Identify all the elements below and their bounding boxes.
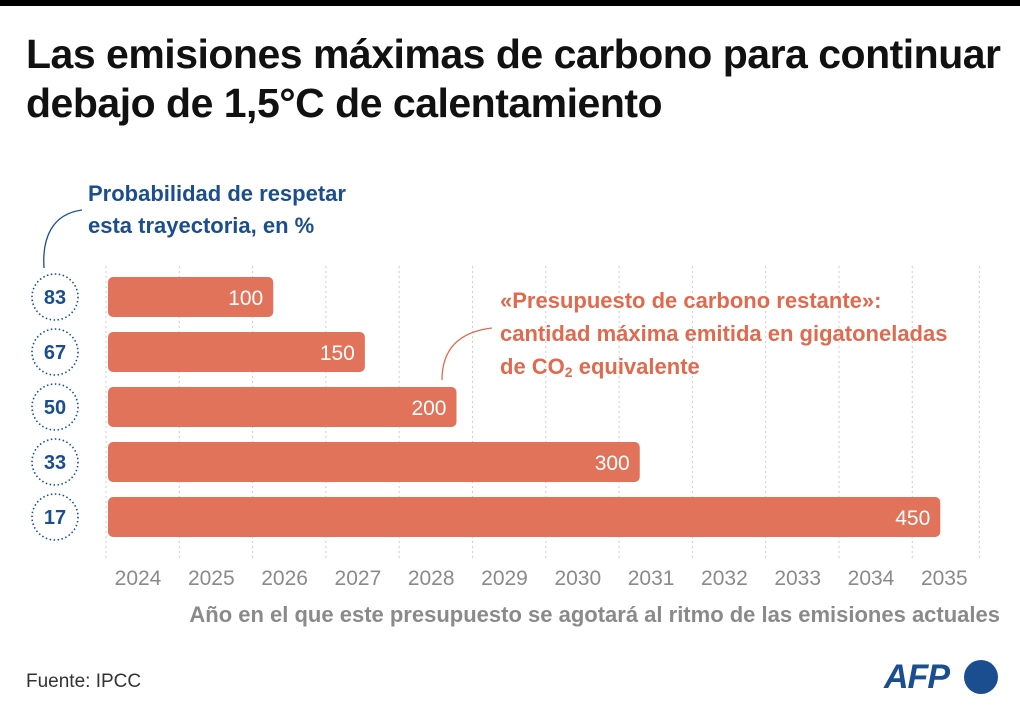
source-note: Fuente: IPCC [26, 671, 142, 692]
afp-logo-dot-icon [964, 660, 998, 694]
x-tick-2033: 2033 [774, 567, 821, 590]
bar-value-labels: 100 150 200 300 450 [228, 287, 930, 530]
budget-label-text: «Presupuesto de carbono restante»: canti… [500, 288, 948, 379]
budget-label-subscript: 2 [564, 364, 573, 380]
x-tick-2030: 2030 [554, 567, 601, 590]
probability-value-67: 67 [44, 342, 66, 364]
bar-67 [108, 332, 365, 372]
budget-label-suffix: equivalente [572, 354, 700, 379]
chart-title: Las emisiones máximas de carbono para co… [26, 31, 1001, 126]
probability-callout-line [43, 209, 83, 269]
bars [108, 277, 941, 537]
probability-value-17: 17 [44, 507, 66, 529]
x-tick-2027: 2027 [335, 567, 382, 590]
probability-label: Probabilidad de respetar esta trayectori… [88, 181, 346, 238]
x-tick-2035: 2035 [921, 567, 968, 590]
bar-value-label-17: 450 [895, 507, 930, 530]
budget-label: «Presupuesto de carbono restante»: canti… [500, 284, 970, 383]
bar-17 [108, 497, 941, 537]
probability-badge-83 [31, 273, 79, 321]
afp-logo: AFP [884, 657, 1000, 697]
probability-badge-33 [31, 438, 79, 486]
x-tick-2026: 2026 [261, 567, 308, 590]
top-bar [0, 0, 1020, 6]
x-tick-2032: 2032 [701, 567, 748, 590]
probability-value-33: 33 [44, 452, 66, 474]
budget-callout-line [441, 327, 493, 381]
probability-badge-67 [31, 328, 79, 376]
x-axis-label: Año en el que este presupuesto se agotar… [189, 602, 1000, 627]
bar-83 [108, 277, 274, 317]
x-tick-2034: 2034 [848, 567, 895, 590]
probability-badge-17 [31, 493, 79, 541]
x-tick-2024: 2024 [115, 567, 162, 590]
afp-logo-text: AFP [884, 658, 950, 696]
probability-value-83: 83 [44, 287, 66, 309]
bar-50 [108, 387, 457, 427]
x-tick-2031: 2031 [628, 567, 675, 590]
probability-value-50: 50 [44, 397, 66, 419]
probability-badge-50 [31, 383, 79, 431]
bar-value-label-67: 150 [320, 342, 355, 365]
bar-value-label-50: 200 [411, 397, 446, 420]
x-tick-2028: 2028 [408, 567, 455, 590]
probability-badges: 83 67 50 33 17 [31, 273, 79, 541]
x-tick-2025: 2025 [188, 567, 235, 590]
bar-33 [108, 442, 640, 482]
bar-value-label-83: 100 [228, 287, 263, 310]
x-tick-labels: 2024 2025 2026 2027 2028 2029 2030 2031 2032 2033… [115, 567, 968, 590]
bar-value-label-33: 300 [595, 452, 630, 475]
x-tick-2029: 2029 [481, 567, 528, 590]
